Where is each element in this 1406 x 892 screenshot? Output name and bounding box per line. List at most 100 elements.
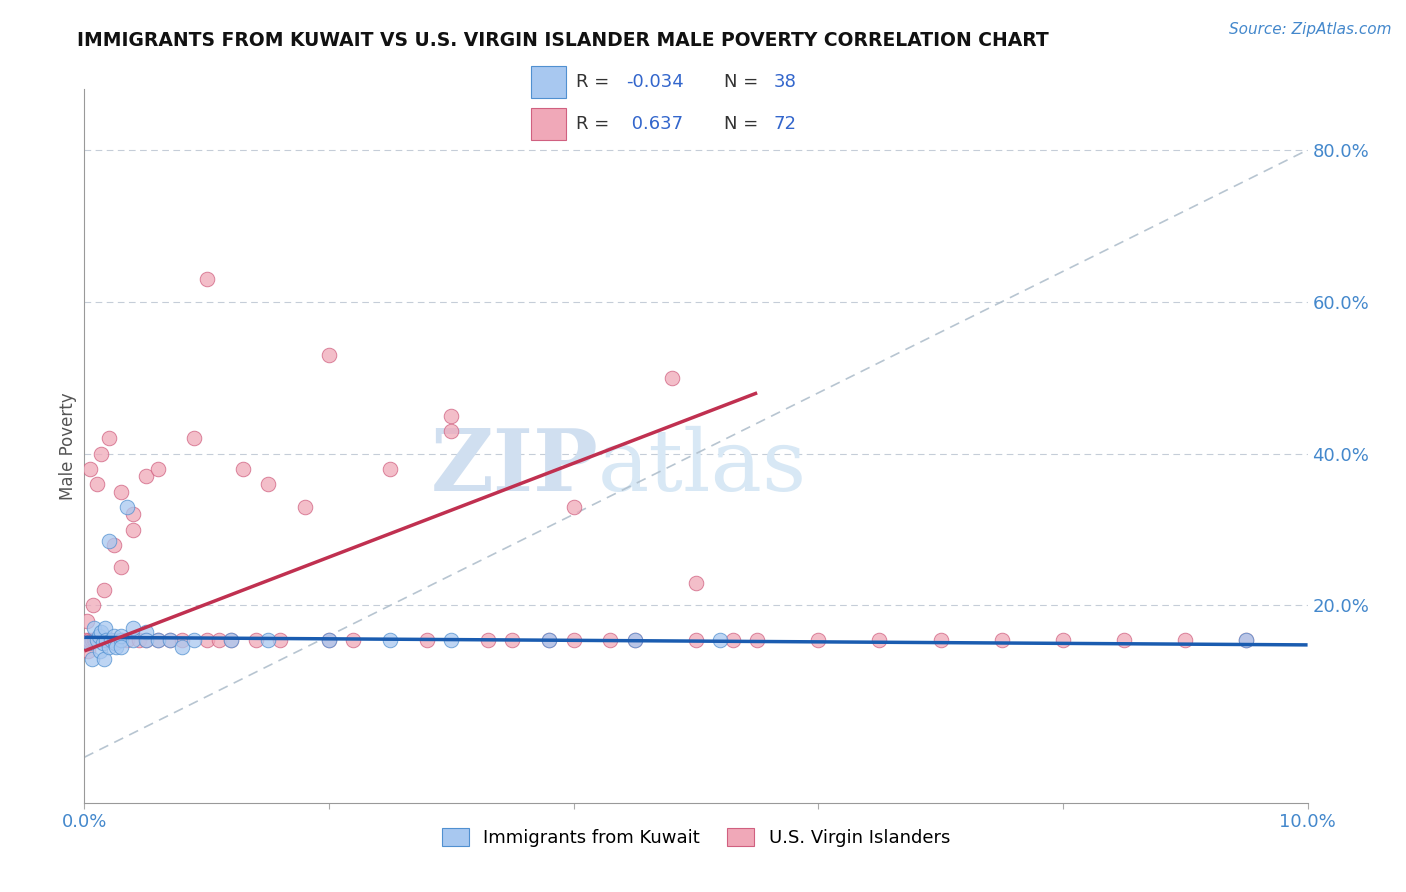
Point	[1174, 632, 1197, 647]
Point	[440, 409, 463, 423]
Point	[380, 462, 402, 476]
Point	[219, 632, 242, 647]
Point	[318, 632, 340, 647]
Point	[94, 621, 117, 635]
Point	[89, 644, 111, 658]
Point	[195, 632, 218, 647]
Point	[135, 632, 157, 647]
Text: N =: N =	[724, 115, 758, 133]
Point	[93, 651, 115, 665]
Point	[219, 632, 242, 647]
Point	[100, 632, 122, 647]
Point	[103, 538, 125, 552]
Point	[122, 621, 145, 635]
Point	[97, 632, 120, 647]
Point	[991, 632, 1014, 647]
Text: R =: R =	[576, 115, 610, 133]
Point	[83, 632, 105, 647]
Point	[135, 469, 157, 483]
Point	[685, 575, 707, 590]
Point	[183, 632, 205, 647]
Point	[76, 614, 98, 628]
Point	[599, 632, 621, 647]
Point	[110, 640, 132, 655]
Point	[257, 632, 280, 647]
Point	[115, 500, 138, 514]
Point	[232, 462, 254, 476]
Point	[661, 370, 683, 384]
Point	[94, 632, 117, 647]
Point	[146, 632, 169, 647]
Point	[110, 632, 132, 647]
Point	[269, 632, 291, 647]
Point	[146, 632, 169, 647]
Point	[87, 629, 110, 643]
Text: 72: 72	[773, 115, 796, 133]
Point	[96, 632, 118, 647]
Text: 0.637: 0.637	[626, 115, 683, 133]
Point	[105, 640, 128, 655]
Point	[440, 424, 463, 438]
Point	[562, 500, 585, 514]
Point	[342, 632, 364, 647]
Point	[90, 625, 112, 640]
Point	[159, 632, 181, 647]
Point	[84, 632, 107, 647]
Point	[77, 644, 100, 658]
Point	[79, 462, 101, 476]
Point	[82, 599, 104, 613]
Point	[538, 632, 561, 647]
Point	[502, 632, 524, 647]
Point	[91, 636, 114, 650]
Point	[172, 640, 194, 655]
Point	[90, 447, 112, 461]
Point	[104, 632, 127, 647]
FancyBboxPatch shape	[531, 66, 567, 98]
Point	[128, 632, 150, 647]
Text: -0.034: -0.034	[626, 73, 683, 91]
Point	[146, 462, 169, 476]
Point	[89, 632, 111, 647]
Text: N =: N =	[724, 73, 758, 91]
Point	[416, 632, 439, 647]
Point	[1052, 632, 1074, 647]
Point	[747, 632, 769, 647]
Legend: Immigrants from Kuwait, U.S. Virgin Islanders: Immigrants from Kuwait, U.S. Virgin Isla…	[434, 822, 957, 855]
Point	[135, 632, 157, 647]
Point	[135, 625, 157, 640]
Point	[1236, 632, 1258, 647]
Point	[195, 272, 218, 286]
Point	[685, 632, 707, 647]
Point	[477, 632, 499, 647]
Point	[380, 632, 402, 647]
Point	[80, 651, 103, 665]
Point	[183, 431, 205, 445]
Point	[122, 508, 145, 522]
Point	[87, 632, 110, 647]
Point	[562, 632, 585, 647]
Point	[1236, 632, 1258, 647]
Point	[1114, 632, 1136, 647]
Point	[159, 632, 181, 647]
Text: 38: 38	[773, 73, 796, 91]
Text: Source: ZipAtlas.com: Source: ZipAtlas.com	[1229, 22, 1392, 37]
Point	[103, 629, 125, 643]
Text: ZIP: ZIP	[430, 425, 598, 509]
Point	[294, 500, 316, 514]
FancyBboxPatch shape	[531, 108, 567, 140]
Point	[440, 632, 463, 647]
Y-axis label: Male Poverty: Male Poverty	[59, 392, 77, 500]
Point	[80, 632, 103, 647]
Point	[122, 632, 145, 647]
Point	[807, 632, 830, 647]
Point	[624, 632, 647, 647]
Point	[709, 632, 731, 647]
Point	[77, 636, 100, 650]
Point	[245, 632, 267, 647]
Point	[104, 636, 127, 650]
Point	[318, 348, 340, 362]
Point	[115, 632, 138, 647]
Point	[86, 632, 108, 647]
Point	[86, 477, 108, 491]
Point	[110, 484, 132, 499]
